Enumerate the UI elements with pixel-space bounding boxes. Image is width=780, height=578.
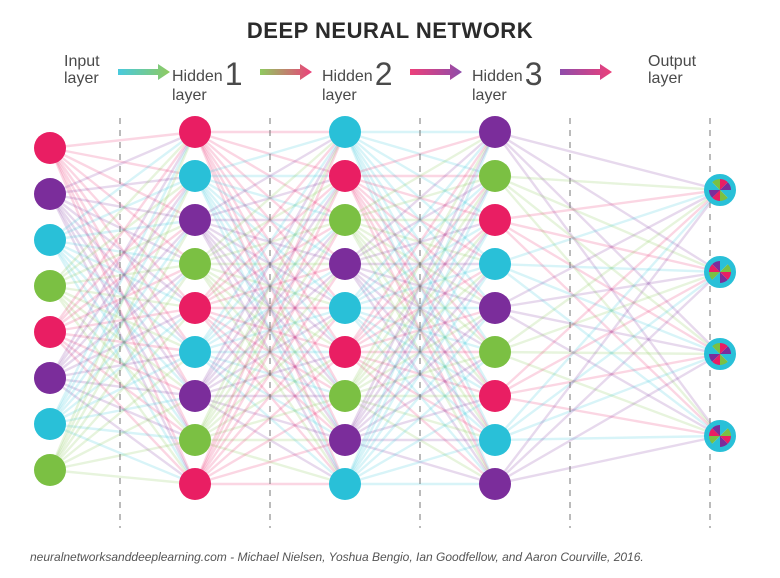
neuron-node: [329, 248, 361, 280]
neuron-node: [329, 380, 361, 412]
neuron-node: [34, 132, 66, 164]
output-node: [707, 423, 734, 450]
layer-labels-row: InputlayerHidden1layerHidden2layerHidden…: [0, 50, 780, 104]
neuron-node: [34, 454, 66, 486]
neuron-node: [329, 116, 361, 148]
neuron-node: [479, 248, 511, 280]
neuron-node: [479, 424, 511, 456]
diagram-root: DEEP NEURAL NETWORK InputlayerHidden1lay…: [0, 0, 780, 578]
neuron-node: [179, 292, 211, 324]
neuron-node: [329, 160, 361, 192]
source-caption: neuralnetworksanddeeplearning.com - Mich…: [30, 550, 644, 564]
neuron-node: [34, 224, 66, 256]
edges-group: [50, 132, 720, 484]
neuron-node: [479, 468, 511, 500]
arrow-icon: [560, 64, 612, 80]
neuron-node: [179, 160, 211, 192]
diagram-title: DEEP NEURAL NETWORK: [0, 18, 780, 44]
neuron-node: [179, 204, 211, 236]
neuron-node: [479, 204, 511, 236]
network-svg: [0, 108, 780, 538]
neuron-node: [329, 336, 361, 368]
neuron-node: [34, 178, 66, 210]
neuron-node: [479, 160, 511, 192]
output-node: [707, 177, 734, 204]
arrow-icon: [118, 64, 170, 80]
neuron-node: [329, 468, 361, 500]
neuron-node: [179, 468, 211, 500]
neuron-node: [179, 248, 211, 280]
neuron-node: [329, 292, 361, 324]
arrow-layer: [0, 50, 780, 104]
neuron-node: [34, 270, 66, 302]
output-node: [707, 259, 734, 286]
neuron-node: [329, 204, 361, 236]
neuron-node: [34, 316, 66, 348]
neuron-node: [479, 336, 511, 368]
neuron-node: [179, 380, 211, 412]
neuron-node: [479, 116, 511, 148]
arrow-icon: [410, 64, 462, 80]
neuron-node: [479, 380, 511, 412]
neuron-node: [329, 424, 361, 456]
neuron-node: [479, 292, 511, 324]
neuron-node: [34, 362, 66, 394]
neuron-node: [34, 408, 66, 440]
arrow-icon: [260, 64, 312, 80]
neuron-node: [179, 336, 211, 368]
neuron-node: [179, 116, 211, 148]
neuron-node: [179, 424, 211, 456]
output-node: [707, 341, 734, 368]
